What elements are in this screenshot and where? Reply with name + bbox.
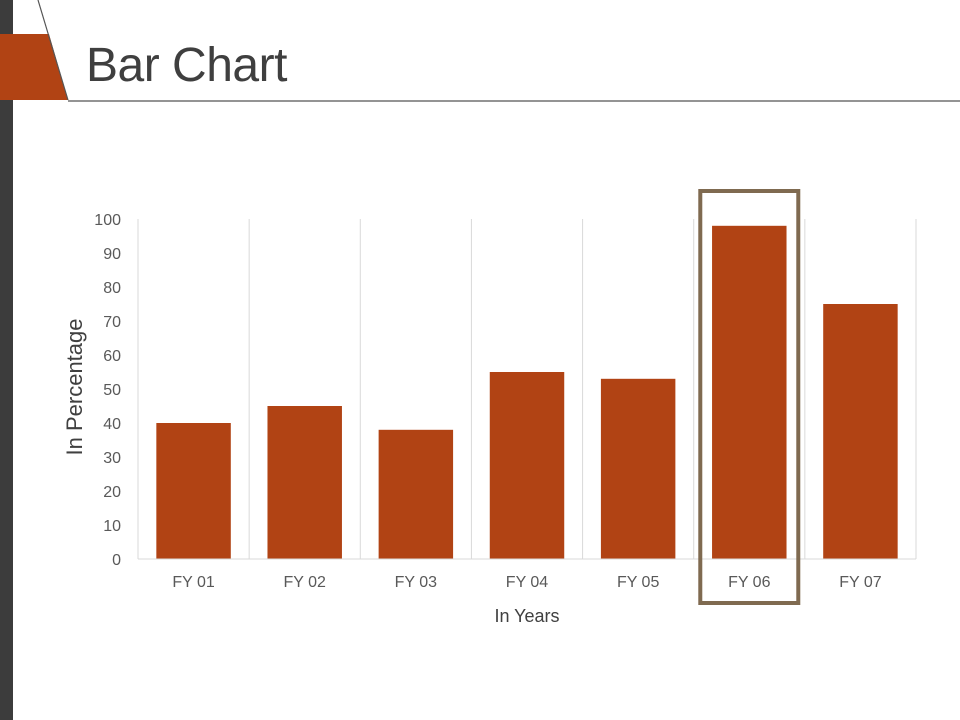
x-tick-label: FY 07 <box>839 574 882 591</box>
chart-gridlines <box>137 219 917 559</box>
title-accent-shape <box>0 34 68 100</box>
bar <box>823 304 898 559</box>
x-tick-label: FY 05 <box>617 574 660 591</box>
y-tick-label: 30 <box>103 450 121 467</box>
y-tick-label: 40 <box>103 416 121 433</box>
bar <box>712 225 787 560</box>
chart-bars <box>156 225 898 560</box>
bar <box>600 378 676 559</box>
y-tick-label: 10 <box>103 518 121 535</box>
x-tick-label: FY 03 <box>395 574 438 591</box>
y-tick-label: 100 <box>94 212 121 229</box>
x-tick-label: FY 04 <box>506 574 549 591</box>
y-axis-title: In Percentage <box>62 319 87 456</box>
x-axis-ticks: FY 01 FY 02 FY 03 FY 04 FY 05 FY 06 FY 07 <box>172 574 881 591</box>
bar <box>378 429 454 559</box>
y-tick-label: 70 <box>103 314 121 331</box>
x-tick-label: FY 06 <box>728 574 771 591</box>
y-tick-label: 0 <box>112 552 121 569</box>
bar <box>156 423 231 559</box>
y-tick-label: 20 <box>103 484 121 501</box>
bar <box>267 406 342 559</box>
page-title: Bar Chart <box>86 39 287 92</box>
x-axis-title: In Years <box>494 606 559 626</box>
y-tick-label: 90 <box>103 246 121 263</box>
y-tick-label: 80 <box>103 280 121 297</box>
highlight-box <box>698 189 801 605</box>
x-tick-label: FY 01 <box>172 574 215 591</box>
x-tick-label: FY 02 <box>284 574 327 591</box>
title-diagonal-line <box>37 0 69 101</box>
bar <box>489 372 565 559</box>
left-accent-bar <box>0 0 13 720</box>
y-tick-label: 50 <box>103 382 121 399</box>
y-axis-ticks: 0 10 20 30 40 50 60 70 80 90 100 <box>94 212 121 569</box>
y-tick-label: 60 <box>103 348 121 365</box>
title-decoration <box>0 0 960 102</box>
